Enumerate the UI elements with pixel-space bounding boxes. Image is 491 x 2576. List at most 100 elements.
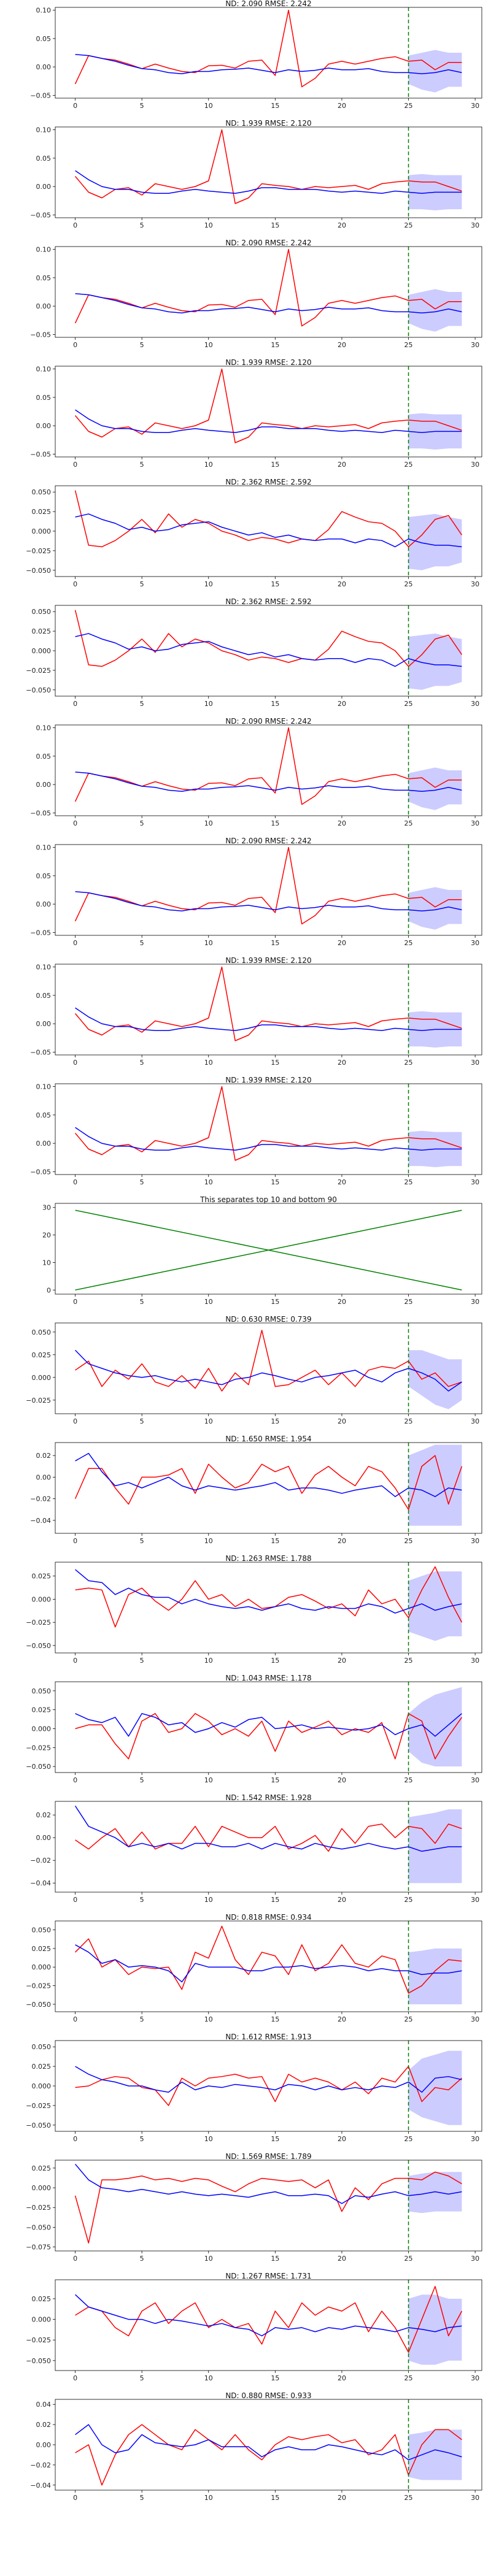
- x-tick-label: 20: [338, 102, 346, 110]
- x-tick-label: 30: [471, 1537, 479, 1545]
- y-tick-label: 0.10: [36, 1083, 52, 1091]
- x-tick-label: 20: [338, 461, 346, 469]
- y-tick-label: −0.050: [26, 567, 51, 575]
- x-tick-label: 0: [73, 1537, 77, 1545]
- axes-frame: [55, 1920, 482, 2012]
- x-tick-label: 10: [204, 1059, 213, 1067]
- x-tick-label: 25: [404, 819, 413, 827]
- y-tick-label: 0.050: [32, 1687, 52, 1695]
- x-tick-label: 10: [204, 1417, 213, 1425]
- x-tick-label: 20: [338, 1896, 346, 1904]
- x-tick-label: 15: [271, 2015, 279, 2023]
- y-tick-label: −0.025: [26, 1982, 51, 1990]
- subplot: ND: 2.090 RMSE: 2.242 0 5 10 15 20 25 30 −0.05 0.…: [30, 239, 482, 349]
- confidence-band: [408, 1809, 462, 1884]
- series-line-0: [74, 727, 462, 805]
- x-tick-label: 25: [404, 2015, 413, 2023]
- y-tick-label: 0.000: [32, 2316, 52, 2324]
- x-tick-label: 10: [204, 2255, 213, 2263]
- x-tick-label: 20: [338, 2374, 346, 2382]
- y-tick-label: 0.00: [36, 781, 52, 789]
- y-tick-label: 0.02: [36, 1811, 52, 1819]
- series-line-1: [74, 1805, 462, 1852]
- axes-frame: [55, 964, 482, 1056]
- y-tick-label: 0.000: [32, 1963, 52, 1971]
- chart-title: ND: 1.267 RMSE: 1.731: [225, 2272, 311, 2280]
- x-tick-label: 20: [338, 1776, 346, 1784]
- x-tick-label: 0: [73, 102, 77, 110]
- x-tick-label: 15: [271, 2255, 279, 2263]
- x-tick-label: 5: [140, 2135, 144, 2143]
- x-tick-label: 0: [73, 221, 77, 229]
- x-tick-label: 5: [140, 580, 144, 588]
- plot-area: [75, 1323, 462, 1414]
- series-line-1: [75, 2294, 462, 2337]
- series-line-1: [75, 891, 462, 911]
- y-tick-label: −0.05: [30, 211, 51, 219]
- x-tick-label: 5: [140, 1059, 144, 1067]
- y-tick-label: 0.02: [36, 2421, 52, 2429]
- y-tick-label: −0.050: [26, 1763, 51, 1771]
- x-tick-label: 5: [140, 1178, 144, 1186]
- y-tick-label: −0.02: [30, 1857, 51, 1865]
- y-tick-label: −0.05: [30, 809, 51, 817]
- x-tick-label: 25: [404, 1776, 413, 1784]
- y-tick-label: 0.10: [36, 7, 52, 15]
- x-tick-label: 10: [204, 1776, 213, 1784]
- x-tick-label: 15: [271, 221, 279, 229]
- y-tick-label: −0.025: [26, 1744, 51, 1752]
- x-tick-label: 5: [140, 1776, 144, 1784]
- y-tick-label: −0.025: [26, 2336, 51, 2344]
- series-line-1: [75, 633, 462, 667]
- subplot: ND: 1.939 RMSE: 2.120 0 5 10 15 20 25 30 −0.05 0.…: [30, 956, 482, 1067]
- subplot: ND: 2.090 RMSE: 2.242 0 5 10 15 20 25 30 −0.05 0.…: [30, 0, 482, 110]
- y-tick-label: −0.050: [26, 1642, 51, 1650]
- plot-area: [74, 1443, 463, 1533]
- confidence-band: [408, 2172, 462, 2214]
- x-tick-label: 5: [140, 461, 144, 469]
- y-tick-label: −0.04: [30, 1517, 51, 1525]
- x-tick-label: 10: [204, 221, 213, 229]
- series-line-0: [75, 1925, 462, 1994]
- plot-area: [75, 964, 462, 1055]
- x-tick-label: 15: [271, 1059, 279, 1067]
- x-tick-label: 20: [338, 1178, 346, 1186]
- x-tick-label: 15: [271, 461, 279, 469]
- plot-area: [75, 1562, 463, 1653]
- y-tick-label: −0.02: [30, 1495, 51, 1503]
- x-tick-label: 0: [73, 1298, 77, 1306]
- x-tick-label: 0: [73, 2255, 77, 2263]
- y-tick-label: 10: [42, 1259, 51, 1267]
- series-line-1: [75, 409, 462, 433]
- plot-area: [74, 2160, 462, 2251]
- axes-frame: [55, 366, 482, 458]
- y-tick-label: 0.10: [36, 246, 52, 254]
- x-tick-label: 15: [271, 341, 279, 349]
- y-tick-label: 0.00: [36, 1834, 52, 1842]
- series-line-1: [75, 1007, 462, 1031]
- x-tick-label: 20: [338, 939, 346, 947]
- axes-frame: [55, 1322, 482, 1414]
- series-line-0: [74, 2171, 462, 2244]
- axes-frame: [55, 1681, 482, 1773]
- x-tick-label: 30: [471, 2255, 479, 2263]
- chart-title: ND: 1.650 RMSE: 1.954: [225, 1435, 311, 1443]
- x-tick-label: 15: [271, 1657, 279, 1665]
- x-tick-label: 5: [140, 1657, 144, 1665]
- x-tick-label: 0: [73, 580, 77, 588]
- x-tick-label: 15: [271, 700, 279, 708]
- series-line-0: [75, 368, 462, 443]
- y-tick-label: 0.000: [32, 2184, 52, 2192]
- x-tick-label: 0: [73, 819, 77, 827]
- y-tick-label: 0.00: [36, 2441, 52, 2449]
- y-tick-label: 0.10: [36, 366, 52, 374]
- y-tick-label: 0.00: [36, 422, 52, 430]
- y-tick-label: 0.000: [32, 1725, 52, 1733]
- x-tick-label: 0: [73, 2135, 77, 2143]
- y-tick-label: −0.05: [30, 1168, 51, 1176]
- y-tick-label: 0.00: [36, 183, 52, 191]
- y-tick-label: 0.050: [32, 488, 52, 496]
- y-tick-label: 0.050: [32, 1926, 52, 1934]
- series-line-1: [75, 54, 462, 74]
